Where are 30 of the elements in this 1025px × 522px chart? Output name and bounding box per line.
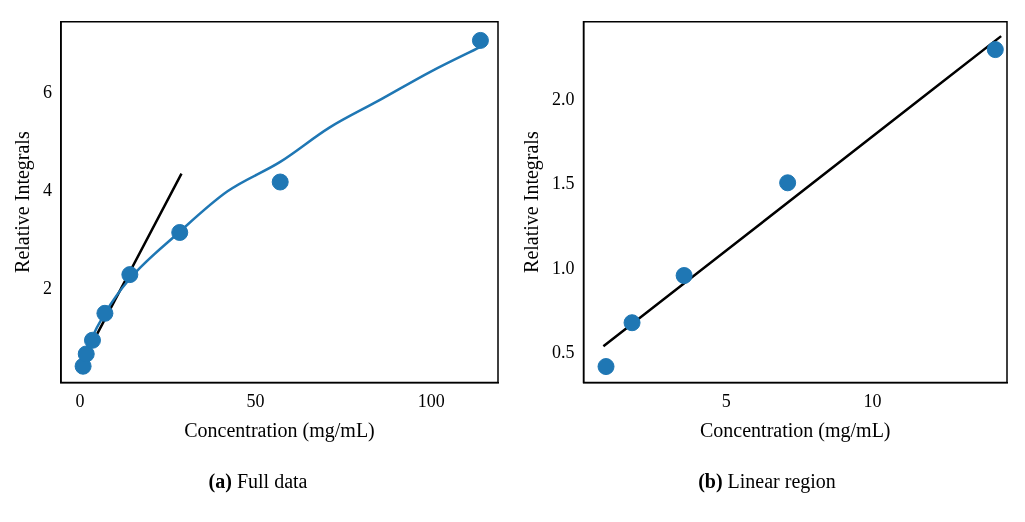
y-axis-title: Relative Integrals [520,131,544,273]
y-tick-label: 2 [43,278,52,299]
x-tick-label: 50 [246,390,265,411]
point [121,266,139,284]
x-axis-title: Concentration (mg/mL) [699,419,891,443]
point [271,173,289,191]
text: (a) Full data [208,470,308,492]
text: (b) Linear region [698,470,836,492]
y-tick-label: 1.5 [552,173,575,194]
x-tick-label: 0 [75,390,85,411]
point [597,358,615,376]
point [171,223,189,241]
point [83,331,101,349]
y-tick-label: 2.0 [552,88,575,109]
point [986,41,1004,59]
point [779,174,797,192]
x-tick-label: 5 [721,390,731,411]
y-tick-label: 6 [43,82,52,103]
point [623,314,641,332]
point [675,267,693,285]
x-axis-title: Concentration (mg/mL) [184,419,375,443]
y-tick-label: 0.5 [552,341,575,362]
y-tick-label: 4 [43,180,52,201]
y-axis-title: Relative Integrals [11,131,35,273]
point [471,31,489,49]
x-tick-label: 10 [863,390,882,411]
y-tick-label: 1.0 [552,257,575,278]
point [96,304,114,322]
x-tick-label: 100 [417,390,445,411]
point [77,345,95,363]
